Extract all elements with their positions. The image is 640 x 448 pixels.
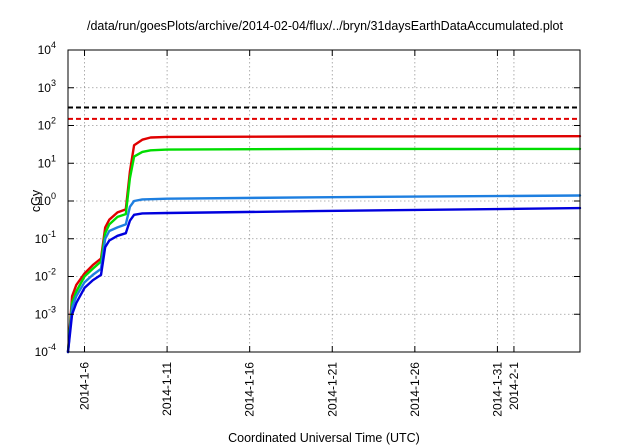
x-axis-label: Coordinated Universal Time (UTC) <box>228 431 420 445</box>
series-line <box>66 135 582 354</box>
y-tick-label: 10-3 <box>35 304 56 321</box>
x-tick-label: 2014-1-16 <box>243 362 257 417</box>
y-tick-label: 10-4 <box>35 342 56 359</box>
x-tick-label: 2014-1-21 <box>325 362 339 417</box>
x-tick-label: 2014-1-31 <box>490 362 504 417</box>
y-tick-label: 101 <box>38 153 56 170</box>
y-tick-label: 100 <box>38 191 56 208</box>
x-tick-label: 2014-1-26 <box>408 362 422 417</box>
y-tick-label: 10-1 <box>35 229 56 246</box>
y-axis-label: cGy <box>29 189 43 212</box>
chart-title: /data/run/goesPlots/archive/2014-02-04/f… <box>87 19 563 33</box>
y-tick-labels: 10-4 10-3 10-2 10-1 100 101 102 103 104 <box>35 40 56 359</box>
x-tick-label: 2014-2-1 <box>507 362 521 410</box>
series-line <box>66 147 582 354</box>
x-tick-labels: 2014-1-6 2014-1-11 2014-1-16 2014-1-21 2014-… <box>78 362 521 417</box>
series-line <box>66 206 582 354</box>
x-tick-label: 2014-1-6 <box>78 362 92 410</box>
series-line <box>66 194 582 354</box>
axis-ticks <box>68 49 580 353</box>
x-tick-label: 2014-1-11 <box>160 362 174 416</box>
y-tick-label: 104 <box>38 40 56 57</box>
y-tick-label: 103 <box>38 78 56 95</box>
y-tick-label: 102 <box>38 116 56 133</box>
grid <box>68 50 580 352</box>
y-tick-label: 10-2 <box>35 267 56 284</box>
series-lines <box>66 106 582 354</box>
